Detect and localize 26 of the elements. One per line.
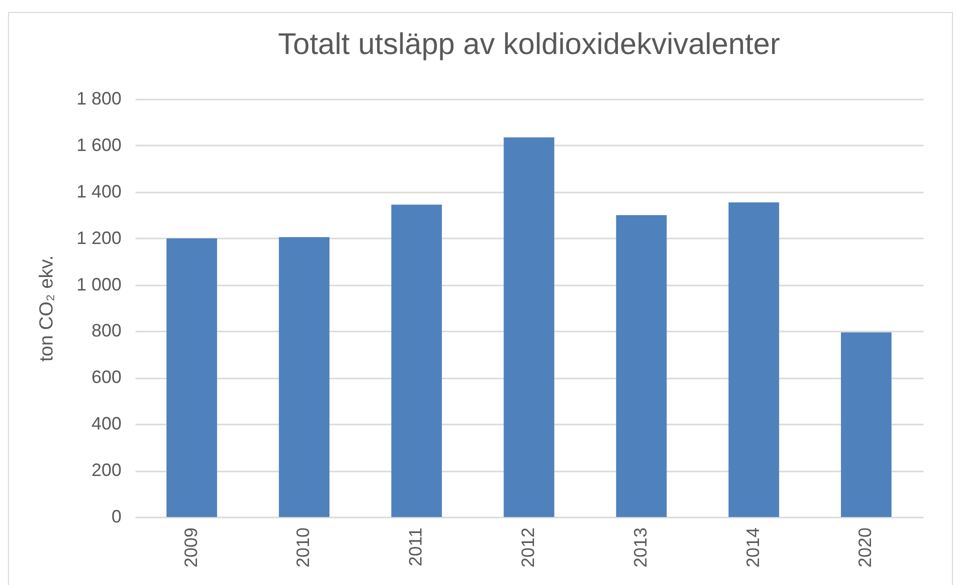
y-tick-label: 1 000: [76, 274, 122, 294]
bar: [728, 202, 780, 517]
bar: [278, 237, 330, 517]
y-axis-title: ton CO₂ ekv.: [36, 255, 58, 362]
bar: [504, 137, 554, 517]
x-tick-label: 2010: [293, 528, 314, 568]
y-tick-label: 1 400: [76, 181, 122, 202]
y-tick-label: 1 600: [76, 134, 122, 155]
chart-title: Totalt utsläpp av koldioxidekvivalenter: [278, 28, 780, 61]
x-tick-label: 2011: [406, 528, 426, 566]
bar: [840, 332, 892, 517]
x-tick-label: 2020: [855, 528, 876, 568]
bar: [616, 215, 667, 517]
y-tick-label: 400: [91, 414, 122, 434]
x-tick-label: 2013: [630, 528, 650, 568]
y-tick-label: 1 200: [76, 228, 122, 248]
x-tick-label: 2014: [742, 528, 763, 568]
y-tick-label: 600: [91, 367, 122, 388]
bar: [166, 238, 218, 517]
x-tick-label: 2009: [180, 528, 201, 568]
y-tick-label: 200: [91, 460, 122, 480]
x-tick-label: 2012: [518, 528, 538, 568]
bar: [391, 204, 442, 517]
y-tick-label: 1 800: [76, 88, 122, 108]
y-tick-label: 0: [111, 506, 122, 526]
y-tick-label: 800: [91, 320, 122, 341]
